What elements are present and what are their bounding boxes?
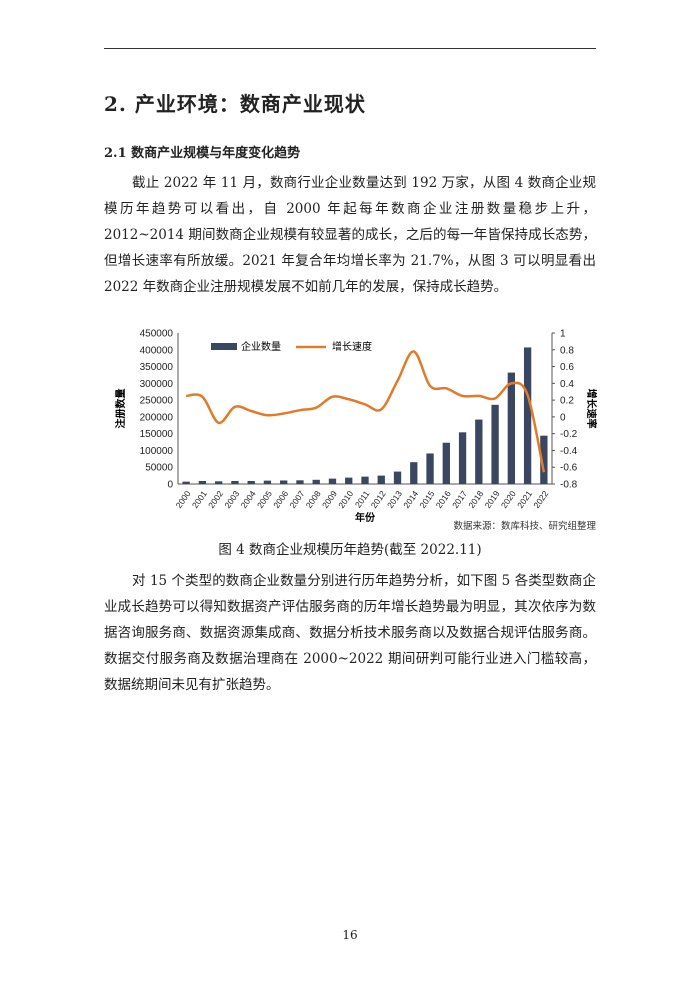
x-axis-title: 年份: [355, 511, 376, 524]
bar-2017: [458, 432, 467, 484]
y2-axis-title: 增长速率: [585, 389, 598, 429]
company-scale-chart: 0 50000 100000 150000 200000 250000 300000 3500…: [114, 329, 598, 533]
x-tick-label: 2018: [466, 489, 485, 510]
bar-2009: [328, 478, 337, 484]
paragraph-1: 截止 2022 年 11 月，数商行业企业数量达到 192 万家，从图 4 数商…: [104, 175, 596, 295]
x-tick-label: 2019: [483, 489, 502, 510]
y-tick-label: 100000: [140, 446, 174, 457]
y2-tick-label: -0.4: [560, 446, 578, 457]
y-tick-label: 350000: [140, 362, 174, 373]
y2-tick-label: -0.8: [560, 480, 578, 491]
y-tick-label: 300000: [140, 379, 174, 390]
x-tick-label: 2011: [353, 489, 372, 510]
x-tick-label: 2007: [287, 489, 306, 510]
y-tick-label: 450000: [140, 329, 174, 340]
x-tick-label: 2021: [515, 489, 534, 510]
growth-line: [186, 350, 546, 473]
y2-tick-label: 0.6: [560, 362, 574, 373]
y2-tick-label: 1: [560, 329, 566, 340]
bar-2014: [410, 462, 418, 484]
x-tick-label: 2006: [271, 489, 290, 510]
x-tick-label: 2001: [190, 489, 209, 510]
x-tick-label: 2002: [206, 489, 225, 510]
bar-2005: [263, 480, 272, 484]
bar-2013: [393, 471, 402, 484]
legend-bar-label: 企业数量: [241, 340, 281, 353]
x-tick-label: 2004: [239, 489, 258, 510]
bar-2018: [475, 419, 483, 484]
bar-2019: [491, 404, 499, 484]
bar-2000: [182, 481, 190, 484]
bar-2022: [540, 435, 548, 484]
bar-2002: [214, 481, 223, 484]
bar-2016: [442, 442, 450, 484]
x-tick-label: 2020: [499, 489, 518, 510]
x-tick-label: 2008: [304, 489, 323, 510]
y2-tick-label: -0.6: [560, 463, 578, 474]
bar-2004: [247, 480, 255, 484]
bar-2007: [296, 480, 304, 484]
y2-tick-label: 0: [560, 412, 566, 423]
bar-2020: [507, 372, 516, 484]
bar-2012: [377, 475, 385, 484]
y2-tick-label: 0.4: [560, 379, 574, 390]
bar-2010: [345, 477, 353, 484]
bar-2003: [231, 480, 239, 484]
x-tick-label: 2017: [450, 489, 469, 510]
y-tick-label: 0: [167, 480, 173, 491]
y-tick-label: 200000: [140, 412, 174, 423]
x-tick-label: 2015: [418, 489, 437, 510]
x-tick-label: 2005: [255, 489, 274, 510]
x-tick-label: 2016: [434, 489, 453, 510]
y-tick-label: 250000: [140, 396, 174, 407]
y2-tick-label: 0.2: [560, 396, 574, 407]
page-number: 16: [342, 928, 358, 942]
bar-2006: [280, 480, 288, 484]
legend-bar-swatch: [211, 343, 237, 350]
bar-2008: [312, 479, 320, 484]
y2-tick-label: -0.2: [560, 429, 578, 440]
x-tick-label: 2014: [401, 489, 420, 510]
y-axis-title: 注册数量: [114, 389, 127, 429]
x-tick-label: 2013: [385, 489, 404, 510]
subsection-title: 2.1 数商产业规模与年度变化趋势: [104, 146, 301, 161]
x-tick-label: 2000: [174, 489, 193, 510]
bar-2021: [523, 347, 532, 484]
bar-2011: [361, 476, 369, 484]
y-tick-label: 400000: [140, 345, 174, 356]
x-tick-label: 2003: [222, 489, 241, 510]
x-tick-label: 2010: [336, 489, 355, 510]
x-tick-label: 2022: [531, 489, 550, 510]
section-title: 2. 产业环境：数商产业现状: [104, 92, 366, 116]
y-tick-label: 50000: [145, 463, 173, 474]
x-tick-label: 2012: [369, 489, 388, 510]
figure-caption: 图 4 数商企业规模历年趋势(截至 2022.11): [218, 542, 482, 558]
bar-2015: [426, 453, 434, 484]
paragraph-2: 对 15 个类型的数商企业数量分别进行历年趋势分析，如下图 5 各类型数商企业成…: [104, 573, 596, 693]
data-source: 数据来源：数库科技、研究组整理: [453, 520, 596, 532]
legend-line-label: 增长速度: [332, 340, 372, 353]
y2-tick-label: 0.8: [560, 345, 574, 356]
y-tick-label: 150000: [140, 429, 174, 440]
header-rule: [104, 48, 596, 49]
x-tick-label: 2009: [320, 489, 339, 510]
bar-2001: [198, 480, 207, 484]
